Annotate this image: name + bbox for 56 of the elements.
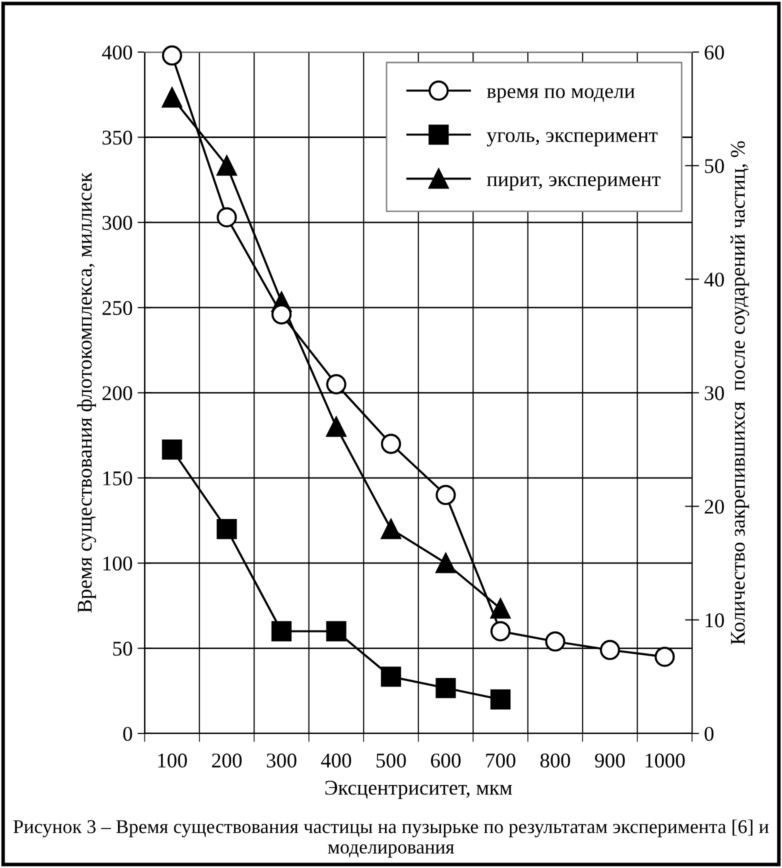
point bbox=[271, 304, 292, 324]
y-axis-title: Время существования флотокомплекса, миллисек bbox=[77, 172, 96, 613]
point bbox=[162, 439, 182, 460]
x-tick-label: 200 bbox=[212, 754, 242, 768]
x-tick-label: 900 bbox=[595, 754, 625, 768]
x-axis-title: Эксцентриситет, мкм bbox=[325, 780, 512, 800]
legend-label: уголь, эксперимент bbox=[486, 132, 658, 146]
point bbox=[271, 621, 292, 642]
x-tick-label: 800 bbox=[540, 754, 570, 768]
y2-tick-label: 20 bbox=[704, 500, 724, 514]
y-tick-label: 400 bbox=[102, 45, 132, 60]
point bbox=[162, 45, 182, 66]
x-tick-label: 400 bbox=[321, 754, 352, 768]
point bbox=[490, 598, 511, 619]
y2-tick-label: 30 bbox=[704, 386, 724, 400]
point bbox=[216, 518, 237, 540]
x-tick-label: 1000 bbox=[646, 754, 685, 768]
x-tick-label: 100 bbox=[158, 754, 187, 768]
y-tick-label: 0 bbox=[123, 726, 132, 741]
point bbox=[654, 646, 675, 667]
point bbox=[436, 484, 456, 506]
y-tick-label: 150 bbox=[103, 471, 132, 486]
point bbox=[545, 631, 566, 652]
y2-tick-label: 40 bbox=[704, 272, 724, 287]
y2-tick-label: 10 bbox=[706, 613, 724, 628]
x-tick-label: 600 bbox=[431, 754, 461, 768]
legend-label: пирит, эксперимент bbox=[486, 176, 661, 190]
y-tick-label: 50 bbox=[113, 642, 132, 656]
y-tick-label: 300 bbox=[102, 216, 132, 230]
text: Рисунок 3 – Время существования частицы на пузырьке по результатам эксперимента [6] и моделирования bbox=[13, 820, 769, 858]
point bbox=[436, 678, 456, 698]
y2-axis-title: Количество закрепившихся после соударений частиц, % bbox=[730, 141, 750, 644]
y-tick-label: 100 bbox=[103, 556, 132, 571]
point bbox=[162, 87, 182, 108]
y-tick-label: 200 bbox=[102, 386, 132, 400]
y-tick-label: 250 bbox=[102, 300, 132, 316]
point bbox=[216, 207, 237, 228]
point bbox=[380, 518, 402, 540]
point bbox=[216, 156, 237, 176]
x-tick-label: 500 bbox=[376, 754, 406, 768]
point bbox=[380, 434, 402, 454]
point bbox=[600, 640, 620, 660]
legend-label: время по модели bbox=[486, 88, 635, 102]
point bbox=[326, 374, 346, 394]
point bbox=[490, 621, 511, 642]
y-tick-label: 350 bbox=[102, 130, 132, 145]
point bbox=[326, 416, 346, 437]
x-tick-label: 300 bbox=[266, 754, 296, 768]
y2-tick-label: 50 bbox=[705, 159, 724, 174]
point bbox=[380, 666, 402, 687]
x-tick-label: 700 bbox=[486, 754, 516, 768]
point bbox=[436, 553, 456, 574]
y2-tick-label: 60 bbox=[704, 45, 724, 60]
point bbox=[490, 689, 511, 710]
y2-tick-label: 0 bbox=[704, 726, 714, 741]
point bbox=[326, 621, 346, 642]
